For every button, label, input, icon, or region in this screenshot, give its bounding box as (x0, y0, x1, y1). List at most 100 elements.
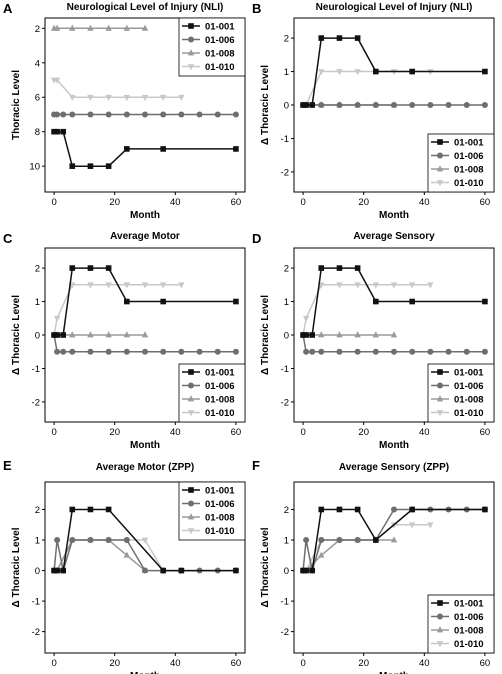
data-point (142, 348, 148, 355)
y-tick-label: 1 (284, 67, 289, 78)
data-point (105, 537, 112, 544)
data-point (141, 94, 149, 101)
data-point (87, 331, 94, 338)
data-point (354, 348, 361, 355)
legend-label: 01-006 (454, 612, 484, 623)
data-point (105, 331, 112, 338)
plot-frame (293, 481, 495, 654)
series-01-001 (300, 506, 488, 574)
y-tick-label: 0 (35, 331, 40, 342)
legend-marker (188, 382, 194, 389)
legend-label: 01-008 (205, 49, 235, 60)
legend-marker (437, 152, 443, 159)
data-point (69, 163, 76, 169)
data-point (463, 102, 470, 108)
data-point (463, 348, 470, 355)
data-point (232, 348, 239, 355)
y-tick-label: 8 (35, 127, 40, 138)
data-point (336, 35, 343, 41)
chart-title: Average Motor (110, 231, 180, 242)
data-point (303, 567, 309, 574)
data-point (105, 265, 112, 271)
panel-letter: D (252, 231, 261, 246)
legend: 01-001 01-006 01-008 01-010 (178, 17, 246, 77)
legend-label: 01-006 (205, 35, 235, 46)
series-01-010 (50, 282, 185, 339)
legend-label: 01-001 (205, 368, 235, 379)
y-tick-label: 2 (284, 264, 289, 275)
data-point (141, 537, 149, 544)
data-point (142, 111, 148, 118)
data-point (309, 102, 315, 108)
data-point (178, 348, 185, 355)
legend-marker (437, 382, 443, 389)
y-tick-label: -1 (281, 597, 289, 608)
series-01-008 (50, 24, 149, 31)
data-point (69, 265, 76, 271)
x-tick-label: 40 (419, 427, 430, 438)
data-point (60, 332, 66, 338)
x-axis-label: Month (379, 440, 409, 451)
data-point (372, 331, 380, 338)
data-point (318, 331, 325, 338)
x-tick-label: 0 (51, 197, 56, 208)
legend-label: 01-006 (454, 151, 484, 162)
x-tick-label: 60 (231, 427, 242, 438)
y-axis-label: Δ Thoracic Level (260, 295, 271, 375)
legend-label: 01-006 (205, 381, 235, 392)
series-01-010 (299, 522, 434, 575)
data-point (303, 348, 310, 355)
data-point (124, 146, 130, 152)
data-point (54, 567, 60, 574)
data-point (482, 506, 488, 513)
data-point (354, 35, 361, 41)
y-tick-label: 1 (284, 536, 289, 547)
data-point (123, 537, 130, 544)
data-point (160, 111, 167, 118)
legend-marker (436, 180, 444, 187)
chart-title: Neurological Level of Injury (NLI) (316, 2, 473, 13)
data-point (300, 102, 306, 108)
chart-title: Average Sensory (353, 231, 435, 242)
data-point (409, 348, 416, 355)
legend-marker (436, 626, 444, 633)
data-point (87, 282, 94, 289)
data-point (69, 537, 76, 544)
data-point (481, 348, 488, 355)
y-tick-label: 4 (35, 58, 40, 69)
legend-label: 01-010 (205, 62, 235, 73)
chart-title: Average Motor (ZPP) (96, 462, 195, 473)
data-point (336, 506, 343, 513)
panel-b: B Neurological Level of Injury (NLI)0 20 40… (252, 1, 495, 221)
legend-marker (188, 500, 194, 507)
legend-marker (437, 613, 443, 620)
data-point (408, 522, 416, 529)
series-01-006 (51, 111, 239, 118)
y-tick-label: 0 (284, 101, 289, 112)
y-tick-label: 6 (35, 93, 40, 104)
data-point (141, 24, 149, 31)
x-axis-label: Month (130, 671, 160, 674)
series-line (302, 284, 431, 336)
data-point (123, 94, 131, 101)
x-tick-label: 20 (358, 427, 369, 438)
y-tick-label: -2 (32, 627, 40, 638)
x-tick-label: 20 (358, 197, 369, 208)
series-01-010 (299, 282, 434, 339)
data-point (336, 265, 343, 271)
legend-label: 01-010 (205, 526, 235, 537)
data-point (141, 331, 149, 338)
data-point (372, 102, 379, 108)
data-point (445, 348, 452, 355)
y-axis-label: Δ Thoracic Level (11, 295, 22, 375)
data-point (409, 68, 415, 75)
data-point (309, 567, 315, 574)
data-point (105, 282, 112, 289)
legend: 01-001 01-006 01-008 01-010 (427, 594, 495, 654)
legend-label: 01-008 (454, 395, 484, 406)
series-line (54, 79, 182, 98)
series-line (303, 70, 431, 106)
x-tick-label: 40 (419, 658, 430, 669)
legend-label: 01-001 (454, 368, 484, 379)
